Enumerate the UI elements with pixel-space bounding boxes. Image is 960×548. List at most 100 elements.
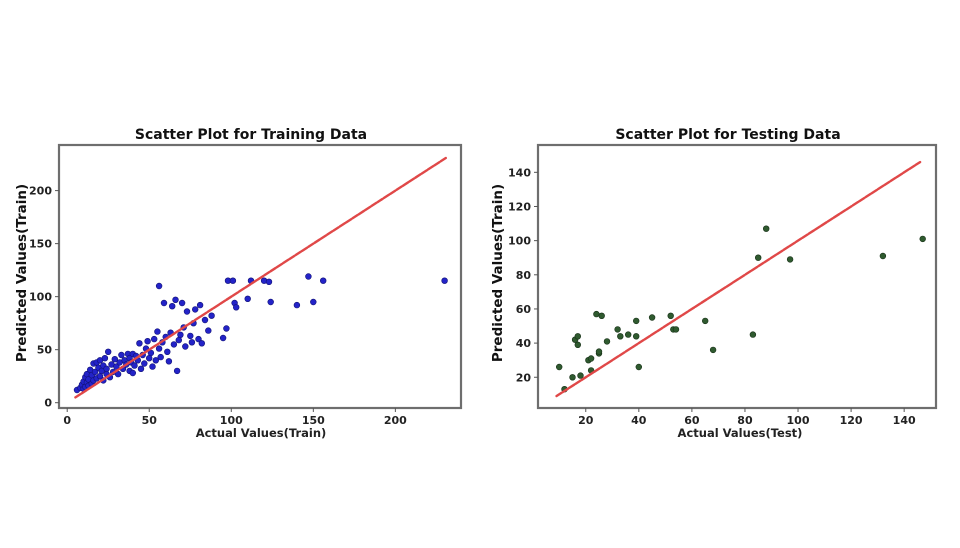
data-point bbox=[635, 363, 642, 371]
data-point bbox=[762, 225, 770, 232]
data-point bbox=[101, 355, 109, 362]
data-point bbox=[555, 363, 563, 371]
data-point bbox=[574, 333, 581, 340]
data-point bbox=[160, 299, 168, 307]
plot-frame bbox=[57, 143, 463, 410]
data-point bbox=[574, 341, 581, 348]
reference-line bbox=[555, 160, 922, 398]
data-point bbox=[104, 348, 112, 355]
data-point bbox=[169, 303, 176, 310]
data-point bbox=[146, 355, 153, 362]
data-point bbox=[754, 254, 762, 261]
y-axis-label: Predicted Values(Train) bbox=[14, 184, 30, 362]
x-tick-label: 120 bbox=[840, 414, 863, 427]
data-point bbox=[219, 334, 227, 342]
data-point bbox=[267, 298, 274, 306]
training-chart: Scatter Plot for Training Data 0 50 100 150… bbox=[14, 127, 463, 440]
data-point bbox=[131, 362, 138, 369]
data-point bbox=[170, 341, 178, 348]
data-point bbox=[320, 277, 327, 284]
data-point bbox=[879, 252, 887, 260]
x-tick-label: 0 bbox=[63, 414, 71, 427]
data-point bbox=[183, 308, 191, 315]
data-point bbox=[118, 351, 125, 359]
data-point bbox=[155, 282, 163, 290]
y-tick-label: 100 bbox=[29, 291, 52, 304]
data-point bbox=[173, 367, 181, 375]
data-point bbox=[182, 343, 189, 350]
x-tick-label: 100 bbox=[220, 414, 243, 427]
plot-area: 20 40 60 80 100 120 140 20 40 60 80 100 120 140 bbox=[508, 143, 938, 427]
data-point bbox=[648, 314, 656, 321]
data-point bbox=[919, 235, 926, 243]
data-point bbox=[672, 326, 680, 333]
data-point bbox=[593, 310, 600, 318]
data-point bbox=[603, 338, 611, 345]
x-tick-label: 100 bbox=[787, 414, 810, 427]
x-tick-label: 150 bbox=[302, 414, 325, 427]
x-tick-label: 60 bbox=[684, 414, 700, 427]
data-point bbox=[441, 277, 448, 284]
reference-line bbox=[74, 156, 448, 399]
data-point bbox=[624, 331, 632, 338]
data-point bbox=[569, 374, 576, 381]
data-point bbox=[155, 345, 163, 352]
x-axis-label: Actual Values(Test) bbox=[678, 426, 803, 440]
data-point bbox=[632, 333, 640, 340]
data-point bbox=[172, 296, 179, 303]
data-point bbox=[154, 328, 161, 335]
y-tick-label: 120 bbox=[508, 200, 531, 213]
data-point bbox=[198, 340, 206, 347]
y-tick-label: 140 bbox=[508, 166, 531, 179]
data-point bbox=[587, 355, 595, 362]
data-point bbox=[208, 312, 215, 319]
data-point bbox=[196, 301, 204, 309]
data-point bbox=[175, 336, 183, 344]
data-point bbox=[187, 332, 194, 340]
data-point bbox=[192, 306, 199, 313]
y-axis-label: Predicted Values(Train) bbox=[490, 184, 506, 362]
y-tick-label: 50 bbox=[37, 344, 53, 357]
data-point bbox=[195, 335, 202, 343]
data-point bbox=[617, 333, 624, 340]
plot-area: 0 50 100 150 200 0 50 100 150 200 bbox=[29, 143, 463, 427]
y-tick-label: 200 bbox=[29, 185, 52, 198]
x-axis-label: Actual Values(Train) bbox=[196, 426, 327, 440]
data-point bbox=[233, 304, 240, 311]
x-tick-label: 20 bbox=[578, 414, 594, 427]
data-point bbox=[229, 277, 237, 284]
data-point bbox=[595, 348, 603, 355]
y-tick-label: 60 bbox=[516, 303, 532, 316]
data-point bbox=[293, 301, 301, 309]
data-point bbox=[667, 312, 674, 319]
data-point bbox=[141, 360, 148, 367]
data-point bbox=[177, 331, 184, 338]
y-tick-label: 100 bbox=[508, 235, 531, 248]
plot-frame bbox=[536, 143, 938, 410]
x-tick-label: 50 bbox=[142, 414, 158, 427]
data-point bbox=[164, 348, 171, 355]
x-tick-label: 40 bbox=[631, 414, 647, 427]
data-point bbox=[305, 273, 312, 280]
data-point bbox=[265, 278, 273, 285]
data-point bbox=[178, 299, 186, 307]
data-point bbox=[205, 327, 212, 334]
y-tick-label: 20 bbox=[516, 371, 532, 384]
data-point bbox=[147, 349, 155, 357]
data-point bbox=[136, 340, 143, 347]
data-point bbox=[144, 338, 151, 345]
data-point bbox=[201, 316, 209, 324]
x-tick-label: 140 bbox=[893, 414, 916, 427]
y-tick-label: 40 bbox=[516, 337, 532, 350]
y-tick-label: 150 bbox=[29, 238, 52, 251]
data-point bbox=[149, 363, 156, 370]
chart-title: Scatter Plot for Testing Data bbox=[615, 127, 840, 143]
x-tick-label: 200 bbox=[384, 414, 407, 427]
y-tick-label: 80 bbox=[516, 269, 532, 282]
data-point bbox=[91, 368, 99, 376]
data-point bbox=[632, 317, 640, 325]
data-point bbox=[709, 346, 717, 354]
data-point bbox=[111, 356, 119, 363]
data-point bbox=[157, 353, 164, 361]
